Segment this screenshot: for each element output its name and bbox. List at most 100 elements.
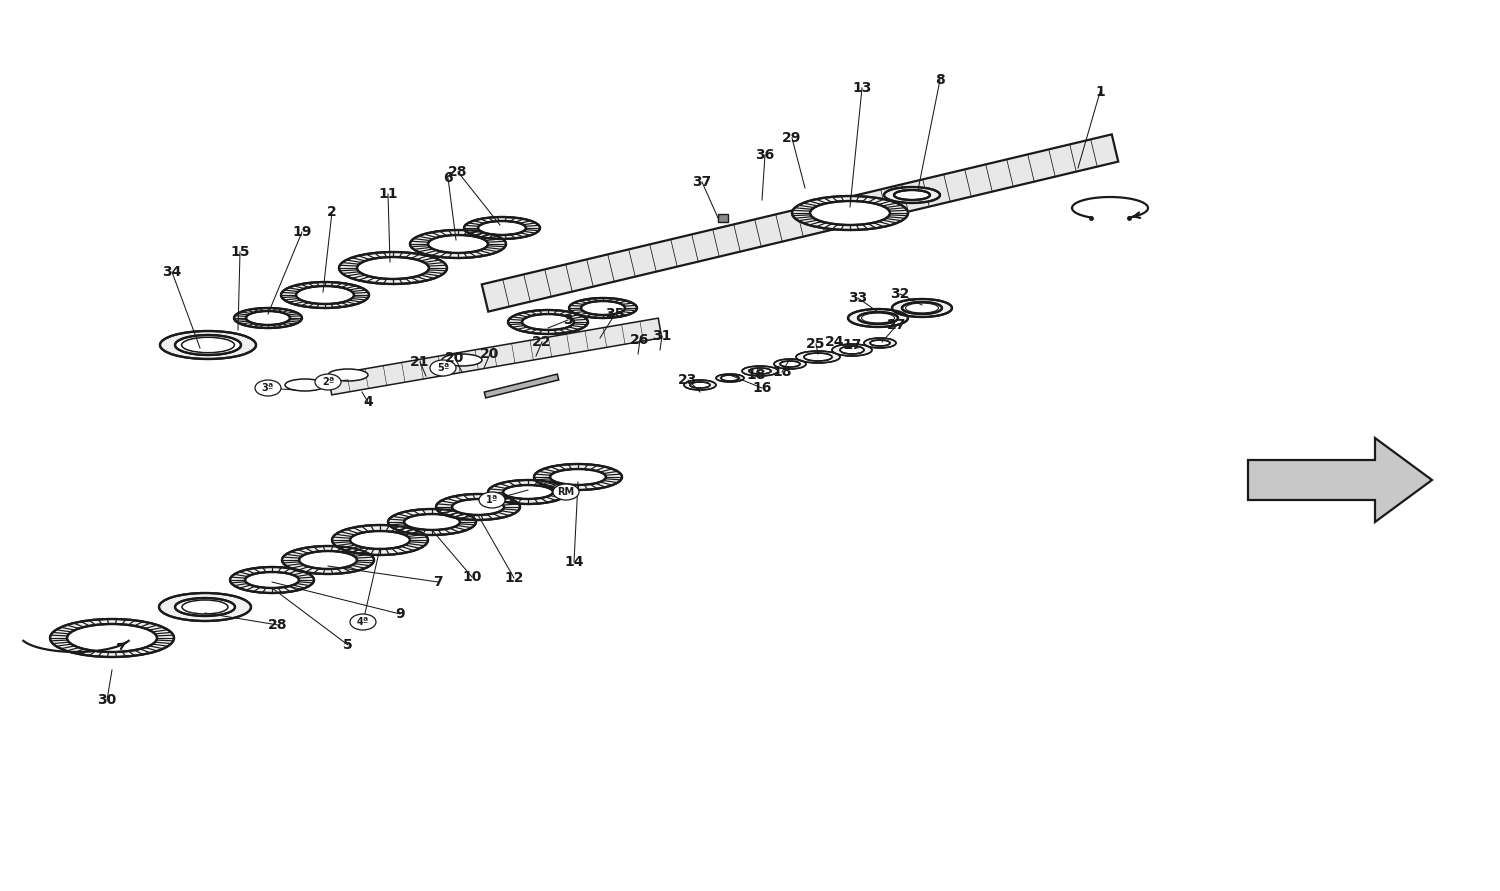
Ellipse shape [255, 380, 280, 396]
Text: 15: 15 [231, 245, 249, 259]
Ellipse shape [804, 353, 832, 361]
Text: 18: 18 [747, 368, 765, 382]
Text: 8: 8 [934, 73, 945, 87]
Ellipse shape [858, 312, 898, 324]
Ellipse shape [509, 310, 588, 334]
Ellipse shape [427, 235, 488, 253]
Text: 5: 5 [344, 638, 352, 652]
Text: 16: 16 [753, 381, 771, 395]
Text: 21: 21 [410, 355, 429, 369]
Polygon shape [482, 135, 1118, 312]
Text: 6: 6 [442, 171, 453, 185]
Text: 34: 34 [162, 265, 182, 279]
Text: 5ª: 5ª [436, 363, 448, 373]
Ellipse shape [436, 494, 520, 520]
Ellipse shape [774, 359, 806, 369]
Text: 3ª: 3ª [262, 383, 274, 393]
Ellipse shape [176, 335, 242, 355]
Polygon shape [484, 374, 558, 398]
Ellipse shape [430, 360, 456, 376]
Text: 2ª: 2ª [322, 377, 334, 387]
Ellipse shape [780, 361, 800, 367]
Text: 30: 30 [98, 693, 117, 707]
Text: 23: 23 [678, 373, 698, 387]
Ellipse shape [160, 331, 256, 359]
Ellipse shape [748, 368, 771, 374]
Ellipse shape [792, 196, 908, 230]
Ellipse shape [315, 374, 340, 390]
Text: 1ª: 1ª [486, 495, 498, 505]
Ellipse shape [554, 484, 579, 500]
Ellipse shape [296, 286, 354, 304]
Ellipse shape [442, 354, 482, 366]
Ellipse shape [280, 282, 369, 308]
Ellipse shape [234, 308, 302, 328]
Ellipse shape [847, 309, 908, 327]
Text: 20: 20 [480, 347, 500, 361]
Text: RM: RM [558, 487, 574, 497]
Polygon shape [1248, 438, 1432, 522]
FancyBboxPatch shape [718, 214, 728, 222]
Ellipse shape [50, 619, 174, 657]
Text: 24: 24 [825, 335, 844, 349]
Ellipse shape [902, 302, 942, 314]
Text: 37: 37 [693, 175, 711, 189]
Ellipse shape [488, 480, 568, 504]
Text: 28: 28 [268, 618, 288, 632]
Ellipse shape [716, 374, 744, 382]
Ellipse shape [580, 301, 626, 315]
Ellipse shape [285, 379, 326, 391]
Ellipse shape [894, 190, 930, 200]
Ellipse shape [464, 217, 540, 239]
Ellipse shape [159, 593, 250, 621]
Ellipse shape [388, 509, 476, 535]
Ellipse shape [176, 598, 236, 616]
Text: 14: 14 [564, 555, 584, 569]
Ellipse shape [452, 499, 504, 515]
Ellipse shape [246, 311, 290, 325]
Ellipse shape [884, 187, 940, 203]
Ellipse shape [568, 298, 638, 318]
Ellipse shape [742, 366, 778, 376]
Text: 29: 29 [783, 131, 801, 145]
Ellipse shape [404, 514, 460, 530]
Ellipse shape [478, 221, 526, 235]
Text: 1: 1 [1095, 85, 1106, 99]
Text: 10: 10 [462, 570, 482, 584]
Text: 18: 18 [772, 365, 792, 379]
Ellipse shape [357, 257, 429, 279]
Text: 19: 19 [292, 225, 312, 239]
Ellipse shape [722, 375, 740, 381]
Ellipse shape [534, 464, 622, 490]
Ellipse shape [339, 252, 447, 284]
Ellipse shape [796, 351, 840, 363]
Text: 27: 27 [888, 318, 906, 332]
Ellipse shape [230, 567, 314, 593]
Text: 4: 4 [363, 395, 374, 409]
Polygon shape [328, 318, 662, 395]
Text: 22: 22 [532, 335, 552, 349]
Ellipse shape [350, 531, 410, 549]
Ellipse shape [522, 314, 574, 330]
Ellipse shape [840, 346, 864, 354]
Text: 12: 12 [504, 571, 524, 585]
Text: 13: 13 [852, 81, 871, 95]
Text: 7: 7 [433, 575, 442, 589]
Ellipse shape [892, 299, 952, 317]
Text: 26: 26 [630, 333, 650, 347]
Text: 3: 3 [562, 313, 573, 327]
Ellipse shape [410, 230, 506, 258]
Text: 17: 17 [843, 338, 861, 352]
Text: 20: 20 [446, 351, 465, 365]
Ellipse shape [478, 492, 506, 508]
Text: 4ª: 4ª [357, 617, 369, 627]
Ellipse shape [550, 469, 606, 485]
Text: 32: 32 [891, 287, 909, 301]
Ellipse shape [870, 340, 889, 346]
Text: 28: 28 [448, 165, 468, 179]
Text: 35: 35 [606, 307, 624, 321]
Ellipse shape [684, 380, 716, 390]
Text: 33: 33 [849, 291, 867, 305]
Ellipse shape [503, 485, 554, 499]
Ellipse shape [350, 614, 376, 630]
